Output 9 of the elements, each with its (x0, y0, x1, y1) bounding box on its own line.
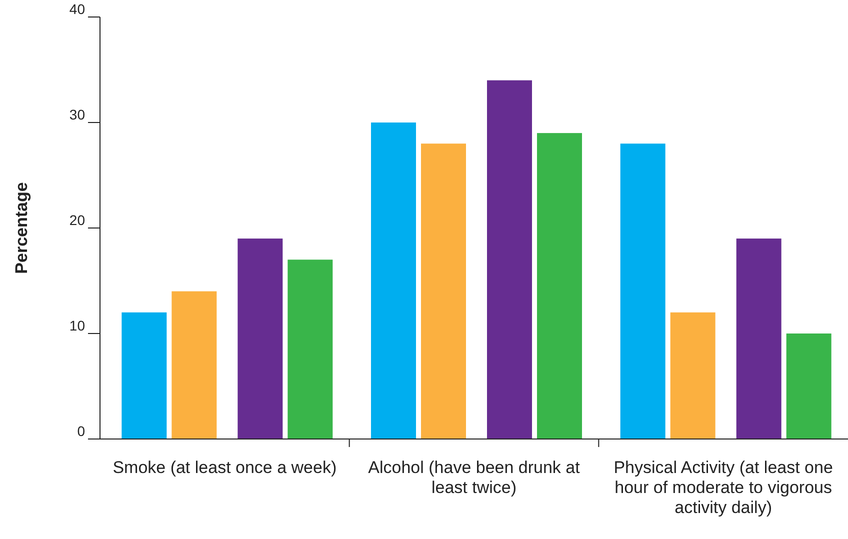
y-axis-title: Percentage (12, 182, 31, 274)
x-tick-label: Smoke (at least once a week) (112, 458, 337, 477)
x-tick-label: Alcohol (have been drunk at least twice) (368, 458, 580, 497)
y-tick-label: 40 (69, 1, 86, 18)
y-tick-label: 10 (69, 318, 86, 334)
y-tick-label: 0 (77, 423, 86, 440)
y-tick-label: 20 (69, 212, 86, 228)
y-tick-label: 30 (69, 106, 86, 123)
x-tick-label: Physical Activity (at least one hour of moderate to vigorous activity daily) (614, 458, 833, 517)
